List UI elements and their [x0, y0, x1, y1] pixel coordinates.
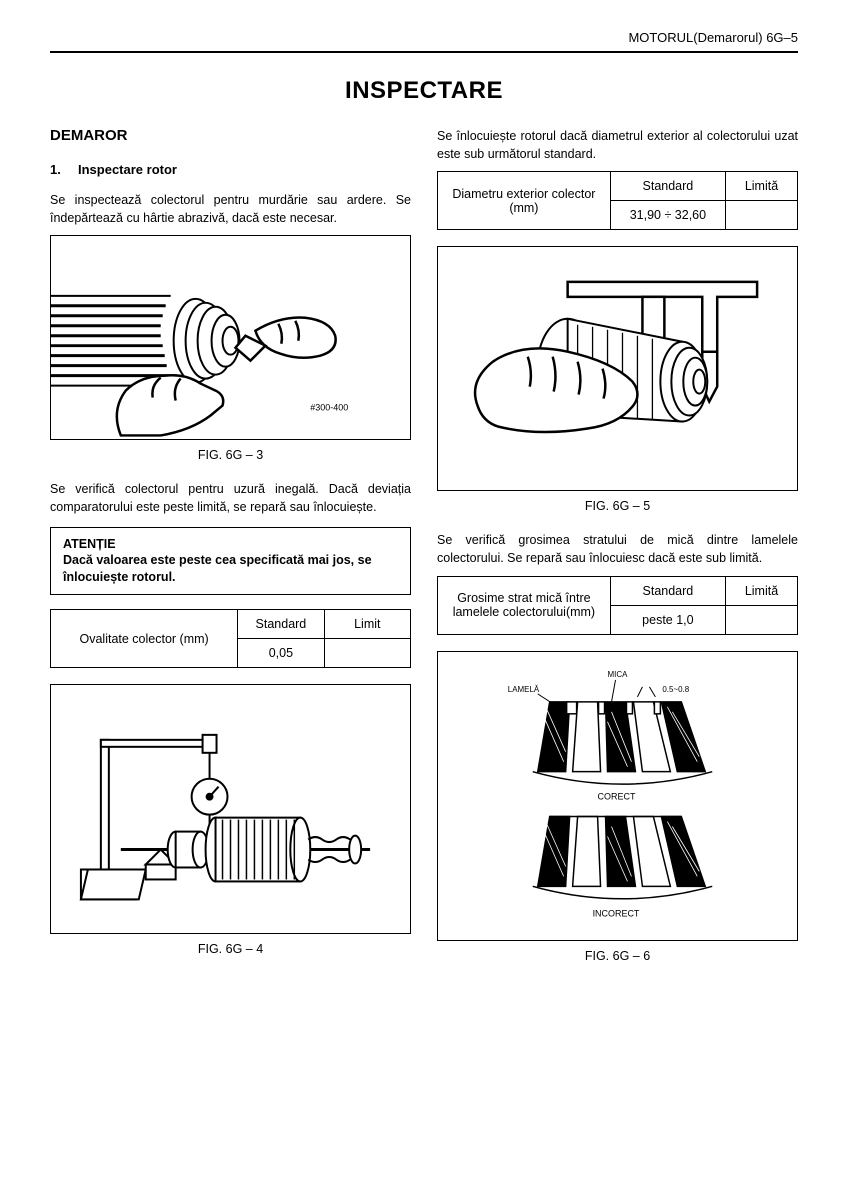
label-range: 0.5~0.8: [662, 684, 689, 693]
paragraph: Se inspectează colectorul pentru murdări…: [50, 191, 411, 227]
header-text: MOTORUL(Demarorul) 6G–5: [628, 30, 798, 45]
table-header: Limită: [725, 576, 797, 605]
label-correct: CORECT: [598, 791, 636, 801]
page-title: INSPECTARE: [50, 77, 798, 105]
diameter-table: Diametru exterior colector (mm) Standard…: [437, 171, 798, 230]
attention-text: Dacă valoarea este peste cea specificată…: [63, 552, 398, 586]
paragraph: Se verifică colectorul pentru uzură ineg…: [50, 480, 411, 516]
table-header: Standard: [610, 172, 725, 201]
section-heading: DEMAROR: [50, 127, 411, 144]
figure-4-box: [50, 684, 411, 934]
figure-4-illustration: [51, 685, 410, 934]
table-cell: 31,90 ÷ 32,60: [610, 201, 725, 230]
figure-3-caption: FIG. 6G – 3: [50, 448, 411, 462]
figure-5-caption: FIG. 6G – 5: [437, 499, 798, 513]
right-column: Se înlocuiește rotorul dacă diametrul ex…: [437, 127, 798, 981]
left-column: DEMAROR 1. Inspectare rotor Se inspectea…: [50, 127, 411, 981]
figure-5-box: [437, 246, 798, 491]
mica-table: Grosime strat mică între lamelele colect…: [437, 576, 798, 635]
step-heading: 1. Inspectare rotor: [50, 162, 411, 177]
table-param: Ovalitate colector (mm): [51, 610, 238, 668]
figure-3-box: #300-400: [50, 235, 411, 440]
two-column-layout: DEMAROR 1. Inspectare rotor Se inspectea…: [50, 127, 798, 981]
figure-6-box: LAMELĂ MICA 0.5~0.8: [437, 651, 798, 941]
table-header: Standard: [238, 610, 324, 639]
attention-box: ATENȚIE Dacă valoarea este peste cea spe…: [50, 527, 411, 596]
fig3-note-text: #300-400: [310, 403, 348, 413]
table-header: Standard: [610, 576, 725, 605]
table-cell: peste 1,0: [610, 605, 725, 634]
table-param: Grosime strat mică între lamelele colect…: [438, 576, 611, 634]
table-cell: [324, 639, 410, 668]
table-cell: 0,05: [238, 639, 324, 668]
label-lamela: LAMELĂ: [508, 684, 540, 693]
table-cell: [725, 201, 797, 230]
figure-4-caption: FIG. 6G – 4: [50, 942, 411, 956]
attention-title: ATENȚIE: [63, 536, 398, 553]
figure-6-caption: FIG. 6G – 6: [437, 949, 798, 963]
label-mica: MICA: [608, 669, 629, 678]
table-param: Diametru exterior colector (mm): [438, 172, 611, 230]
paragraph: Se verifică grosimea stratului de mică d…: [437, 531, 798, 567]
figure-3-illustration: #300-400: [51, 236, 410, 440]
ovality-table: Ovalitate colector (mm) Standard Limit 0…: [50, 609, 411, 668]
figure-6-illustration: LAMELĂ MICA 0.5~0.8: [438, 652, 797, 941]
label-incorrect: INCORECT: [593, 908, 640, 918]
step-number: 1.: [50, 162, 66, 177]
table-header: Limită: [725, 172, 797, 201]
paragraph: Se înlocuiește rotorul dacă diametrul ex…: [437, 127, 798, 163]
table-header: Limit: [324, 610, 410, 639]
table-cell: [725, 605, 797, 634]
page-header: MOTORUL(Demarorul) 6G–5: [50, 30, 798, 53]
step-title: Inspectare rotor: [78, 162, 177, 177]
figure-5-illustration: [438, 247, 797, 491]
